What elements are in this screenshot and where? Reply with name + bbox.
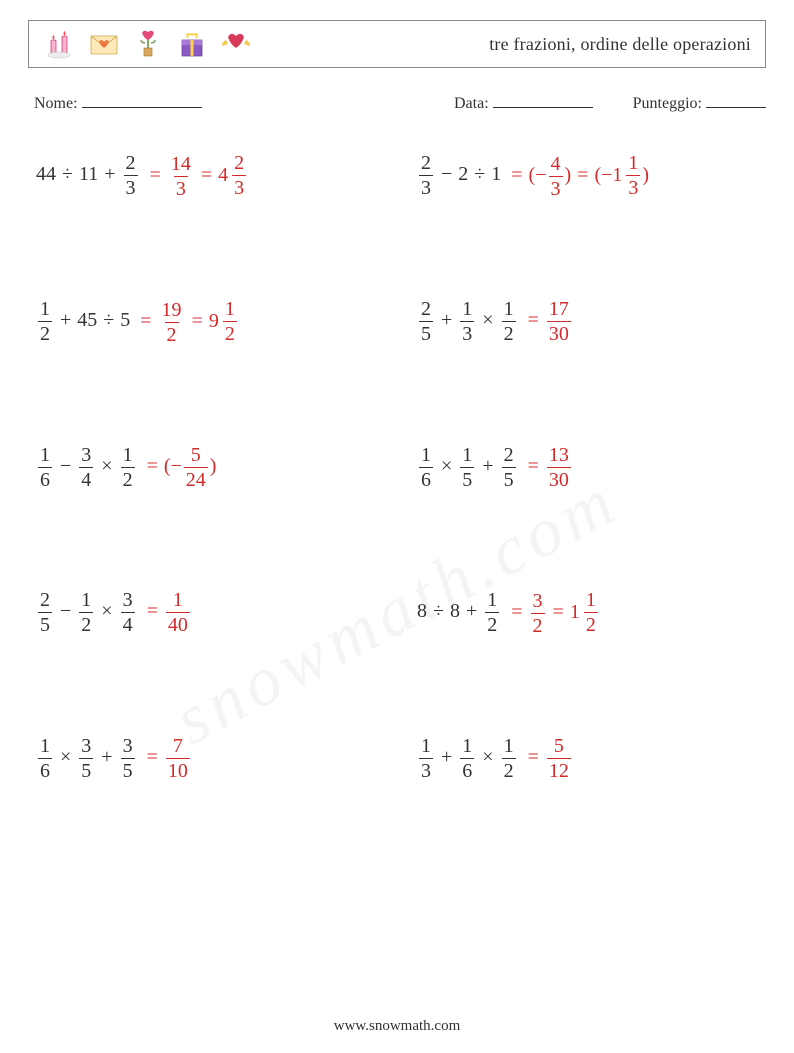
winged-heart-icon [219,27,253,61]
love-letter-icon [87,27,121,61]
footer-url: www.snowmath.com [0,1018,794,1035]
problem-cell: 16×15+25=1330 [417,445,758,490]
header-icons [43,27,253,61]
score-field: Punteggio: [633,90,766,113]
gift-icon [175,27,209,61]
candles-icon [43,27,77,61]
expression: 8÷8+12=32=112 [417,590,758,636]
problem-cell: 44÷11+23=143=423 [36,153,377,199]
problem-cell: 23−2÷1=(−43)=(−113) [417,153,758,199]
expression: 12+45÷5=192=912 [36,299,377,345]
problem-cell: 13+16×12=512 [417,736,758,781]
problem-cell: 16−34×12=(−524) [36,445,377,490]
problem-cell: 25−12×34=140 [36,590,377,636]
name-label: Nome: [34,95,78,113]
meta-row: Nome: Data: Punteggio: [34,90,766,113]
worksheet-title: tre frazioni, ordine delle operazioni [489,34,751,55]
problem-cell: 12+45÷5=192=912 [36,299,377,345]
expression: 44÷11+23=143=423 [36,153,377,199]
flower-heart-icon [131,27,165,61]
name-field: Nome: [34,90,202,113]
worksheet-page: tre frazioni, ordine delle operazioni No… [0,0,794,1053]
problems-grid: 44÷11+23=143=423 23−2÷1=(−43)=(−113) 12+45… [28,153,766,781]
header-box: tre frazioni, ordine delle operazioni [28,20,766,68]
expression: 16×35+35=710 [36,736,377,781]
score-label: Punteggio: [633,95,702,113]
problem-cell: 8÷8+12=32=112 [417,590,758,636]
date-field: Data: [454,90,593,113]
problem-cell: 25+13×12=1730 [417,299,758,345]
expression: 23−2÷1=(−43)=(−113) [417,153,758,199]
score-blank[interactable] [706,90,766,108]
problem-cell: 16×35+35=710 [36,736,377,781]
expression: 25+13×12=1730 [417,299,758,344]
date-label: Data: [454,95,489,113]
name-blank[interactable] [82,90,202,108]
expression: 16−34×12=(−524) [36,445,377,490]
expression: 25−12×34=140 [36,590,377,635]
expression: 13+16×12=512 [417,736,758,781]
expression: 16×15+25=1330 [417,445,758,490]
date-blank[interactable] [493,90,593,108]
